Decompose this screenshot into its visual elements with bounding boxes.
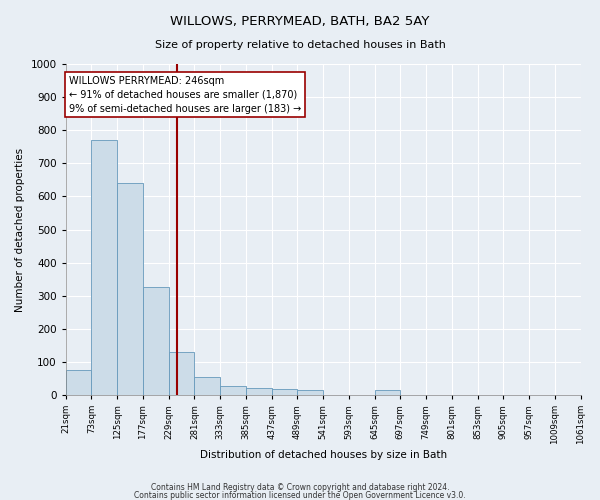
Y-axis label: Number of detached properties: Number of detached properties — [15, 148, 25, 312]
Bar — [374, 390, 400, 395]
Bar — [66, 370, 91, 395]
Bar — [117, 183, 143, 395]
Text: Contains public sector information licensed under the Open Government Licence v3: Contains public sector information licen… — [134, 490, 466, 500]
Bar — [194, 377, 220, 395]
Bar — [220, 386, 246, 395]
Text: Contains HM Land Registry data © Crown copyright and database right 2024.: Contains HM Land Registry data © Crown c… — [151, 483, 449, 492]
Text: WILLOWS PERRYMEAD: 246sqm
← 91% of detached houses are smaller (1,870)
9% of sem: WILLOWS PERRYMEAD: 246sqm ← 91% of detac… — [68, 76, 301, 114]
Bar — [298, 390, 323, 395]
Bar — [272, 389, 298, 395]
Bar — [246, 388, 272, 395]
Bar — [143, 288, 169, 395]
Bar — [169, 352, 194, 395]
X-axis label: Distribution of detached houses by size in Bath: Distribution of detached houses by size … — [200, 450, 446, 460]
Text: WILLOWS, PERRYMEAD, BATH, BA2 5AY: WILLOWS, PERRYMEAD, BATH, BA2 5AY — [170, 15, 430, 28]
Bar — [91, 140, 117, 395]
Text: Size of property relative to detached houses in Bath: Size of property relative to detached ho… — [155, 40, 445, 50]
